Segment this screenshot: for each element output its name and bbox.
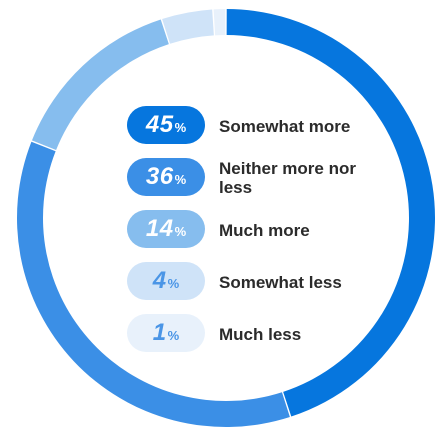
legend-label: Neither more nor less — [219, 159, 356, 197]
donut-slice-much-more — [31, 19, 169, 151]
percent-sign: % — [167, 328, 180, 343]
donut-slice-somewhat-more — [226, 9, 435, 417]
percent-sign: % — [174, 224, 187, 239]
legend-label: Somewhat more — [219, 116, 351, 136]
percent-sign: % — [174, 120, 187, 135]
percent-pill: 14 % — [127, 210, 205, 248]
percent-pill: 36 % — [127, 158, 205, 196]
percent-sign: % — [174, 172, 187, 187]
legend-item: 4 % Somewhat less — [127, 256, 387, 308]
legend-label: Much more — [219, 220, 310, 240]
legend-label: Much less — [219, 324, 302, 344]
donut-slice-much-less — [213, 9, 226, 36]
percent-pill: 1 % — [127, 314, 205, 352]
percent-sign: % — [167, 276, 180, 291]
legend-label: Somewhat less — [219, 272, 342, 292]
percent-value: 45 — [145, 111, 174, 138]
legend-item: 1 % Much less — [127, 308, 387, 360]
percent-pill: 45 % — [127, 106, 205, 144]
legend-item: 36 % Neither more nor less — [127, 152, 387, 204]
legend-item: 14 % Much more — [127, 204, 387, 256]
legend-item: 45 % Somewhat more — [127, 100, 387, 152]
percent-value: 4 — [152, 267, 167, 294]
percent-pill: 4 % — [127, 262, 205, 300]
legend: 45 % Somewhat more 36 % Neither more nor… — [127, 100, 387, 360]
donut-slice-somewhat-less — [162, 9, 214, 44]
percent-value: 14 — [145, 215, 174, 242]
donut-slice-neither-more-nor-less — [17, 141, 290, 427]
percent-value: 36 — [145, 163, 174, 190]
percent-value: 1 — [152, 319, 167, 346]
